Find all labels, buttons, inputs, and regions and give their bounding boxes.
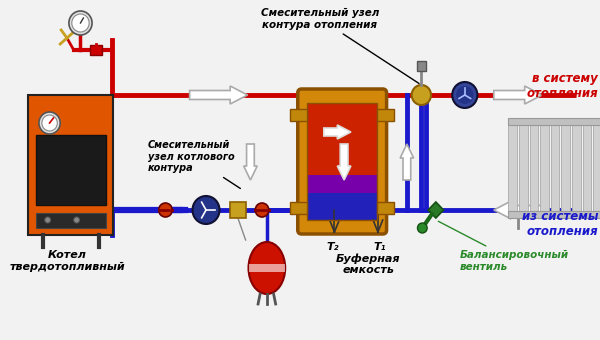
Bar bbox=[90, 45, 102, 55]
Circle shape bbox=[418, 223, 427, 233]
Bar bbox=[583, 118, 592, 218]
Bar bbox=[36, 213, 106, 228]
Bar bbox=[508, 118, 517, 218]
Circle shape bbox=[158, 203, 172, 217]
Text: Буферная
емкость: Буферная емкость bbox=[336, 253, 400, 275]
Bar bbox=[530, 118, 538, 218]
Polygon shape bbox=[337, 144, 351, 180]
Circle shape bbox=[412, 85, 431, 105]
Bar bbox=[572, 118, 581, 218]
Bar bbox=[508, 118, 600, 125]
Circle shape bbox=[193, 196, 220, 224]
Text: Балансировочный
вентиль: Балансировочный вентиль bbox=[439, 221, 569, 272]
Polygon shape bbox=[190, 86, 248, 104]
Bar bbox=[290, 202, 307, 214]
Text: Смесительный узел
контура отопления: Смесительный узел контура отопления bbox=[261, 8, 419, 84]
Circle shape bbox=[456, 86, 473, 104]
Text: T₂: T₂ bbox=[326, 242, 339, 252]
Circle shape bbox=[255, 203, 269, 217]
Bar bbox=[290, 109, 307, 121]
Bar bbox=[307, 193, 377, 220]
Bar bbox=[36, 135, 106, 205]
Ellipse shape bbox=[248, 242, 285, 294]
Text: Смесительный
узел котлового
контура: Смесительный узел котлового контура bbox=[148, 140, 241, 188]
Circle shape bbox=[42, 115, 58, 131]
Circle shape bbox=[69, 11, 92, 35]
Bar bbox=[508, 211, 600, 218]
Bar bbox=[230, 202, 245, 218]
Polygon shape bbox=[428, 202, 443, 218]
Bar bbox=[248, 264, 285, 272]
Text: в систему
отопления: в систему отопления bbox=[526, 72, 598, 100]
Text: Котел
твердотопливный: Котел твердотопливный bbox=[9, 250, 125, 272]
Bar bbox=[416, 61, 426, 71]
Bar bbox=[377, 202, 394, 214]
Circle shape bbox=[72, 14, 89, 32]
Bar bbox=[551, 118, 559, 218]
Bar bbox=[307, 103, 377, 220]
Bar bbox=[593, 118, 600, 218]
Polygon shape bbox=[494, 86, 542, 104]
Bar bbox=[28, 95, 113, 235]
Circle shape bbox=[39, 112, 60, 134]
Circle shape bbox=[452, 82, 478, 108]
Circle shape bbox=[45, 217, 50, 223]
Bar bbox=[519, 118, 527, 218]
Bar bbox=[562, 118, 570, 218]
Bar bbox=[540, 118, 549, 218]
FancyBboxPatch shape bbox=[298, 89, 386, 234]
Bar bbox=[307, 175, 377, 193]
Polygon shape bbox=[400, 144, 413, 180]
Bar bbox=[377, 109, 394, 121]
Circle shape bbox=[74, 217, 80, 223]
Bar bbox=[307, 103, 377, 175]
Polygon shape bbox=[324, 125, 351, 139]
Polygon shape bbox=[494, 201, 542, 219]
Text: из системы
отопления: из системы отопления bbox=[521, 210, 598, 238]
Polygon shape bbox=[244, 144, 257, 180]
Text: T₁: T₁ bbox=[374, 242, 386, 252]
